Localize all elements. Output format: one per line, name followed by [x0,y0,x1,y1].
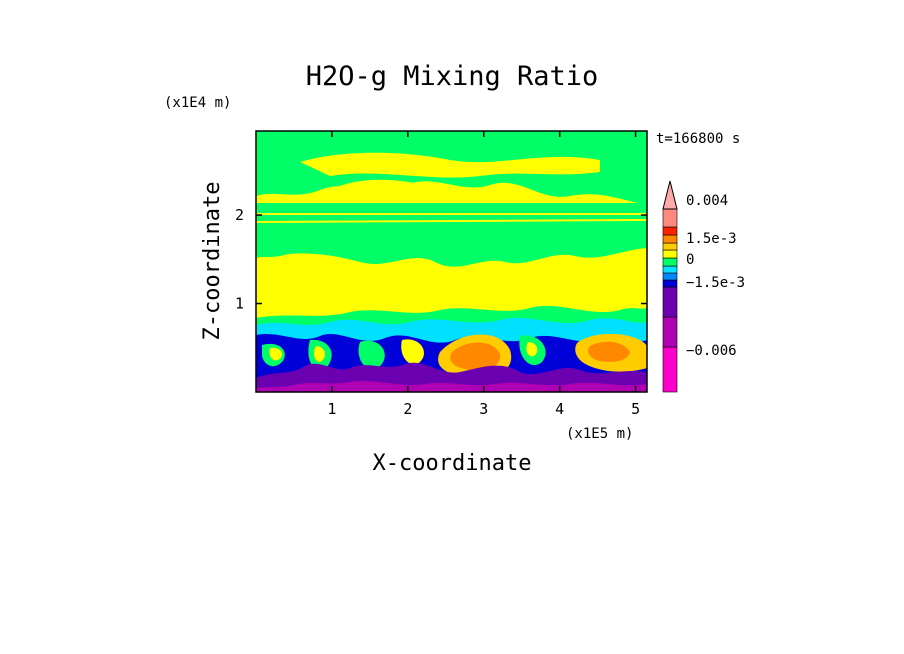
colorbar-segment [662,346,678,393]
y-tick-label: 2 [235,206,244,224]
y-ticks: 12 [235,206,647,313]
x-tick-label: 3 [479,400,488,418]
x-scale-label: (x1E5 m) [566,426,633,442]
y-axis-label: Z-coordinate [200,182,225,341]
colorbar-segment [662,257,678,267]
colorbar: 0.004 1.5e-3 0 −1.5e-3 −0.006 [662,180,745,393]
upper-yellow-streak [300,152,600,178]
colorbar-segment [662,234,678,244]
thin-streak [256,219,647,223]
colorbar-segment [662,208,678,228]
swirl [358,340,385,370]
colorbar-segment [662,286,678,318]
colorbar-segment [662,249,678,259]
swirl [526,342,538,357]
colorbar-label: 0 [686,252,694,268]
chart-title: H2O-g Mixing Ratio [306,61,599,92]
contour-field [256,131,647,392]
colorbar-extend-triangle [662,180,678,210]
plot-frame [255,130,648,393]
y-tick-label: 1 [235,295,244,313]
colorbar-label: 1.5e-3 [686,231,737,247]
colorbar-label: 0.004 [686,193,728,209]
warm-cell [588,341,630,362]
middle-moist-band [256,203,647,267]
colorbar-segment [662,279,678,288]
warm-cell [450,342,501,371]
time-label: t=166800 s [656,131,740,147]
x-tick-label: 1 [327,400,336,418]
colorbar-segment [662,272,678,281]
colorbar-segment [662,242,678,251]
colorbar-segment [662,316,678,348]
x-tick-label: 2 [403,400,412,418]
colorbar-label: −0.006 [686,343,737,359]
colorbar-label: −1.5e-3 [686,275,745,291]
swirl [313,346,325,362]
x-ticks: 1 2 3 4 5 [327,131,640,418]
upper-yellow-streak [330,179,420,196]
colorbar-segment [662,226,678,236]
colorbar-segment [662,265,678,274]
x-axis-label: X-coordinate [373,451,532,476]
x-tick-label: 5 [631,400,640,418]
swirl [269,347,283,361]
dry-bottom-layer [256,381,647,392]
x-tick-label: 4 [555,400,564,418]
y-scale-label: (x1E4 m) [164,95,231,111]
swirl [401,339,424,365]
